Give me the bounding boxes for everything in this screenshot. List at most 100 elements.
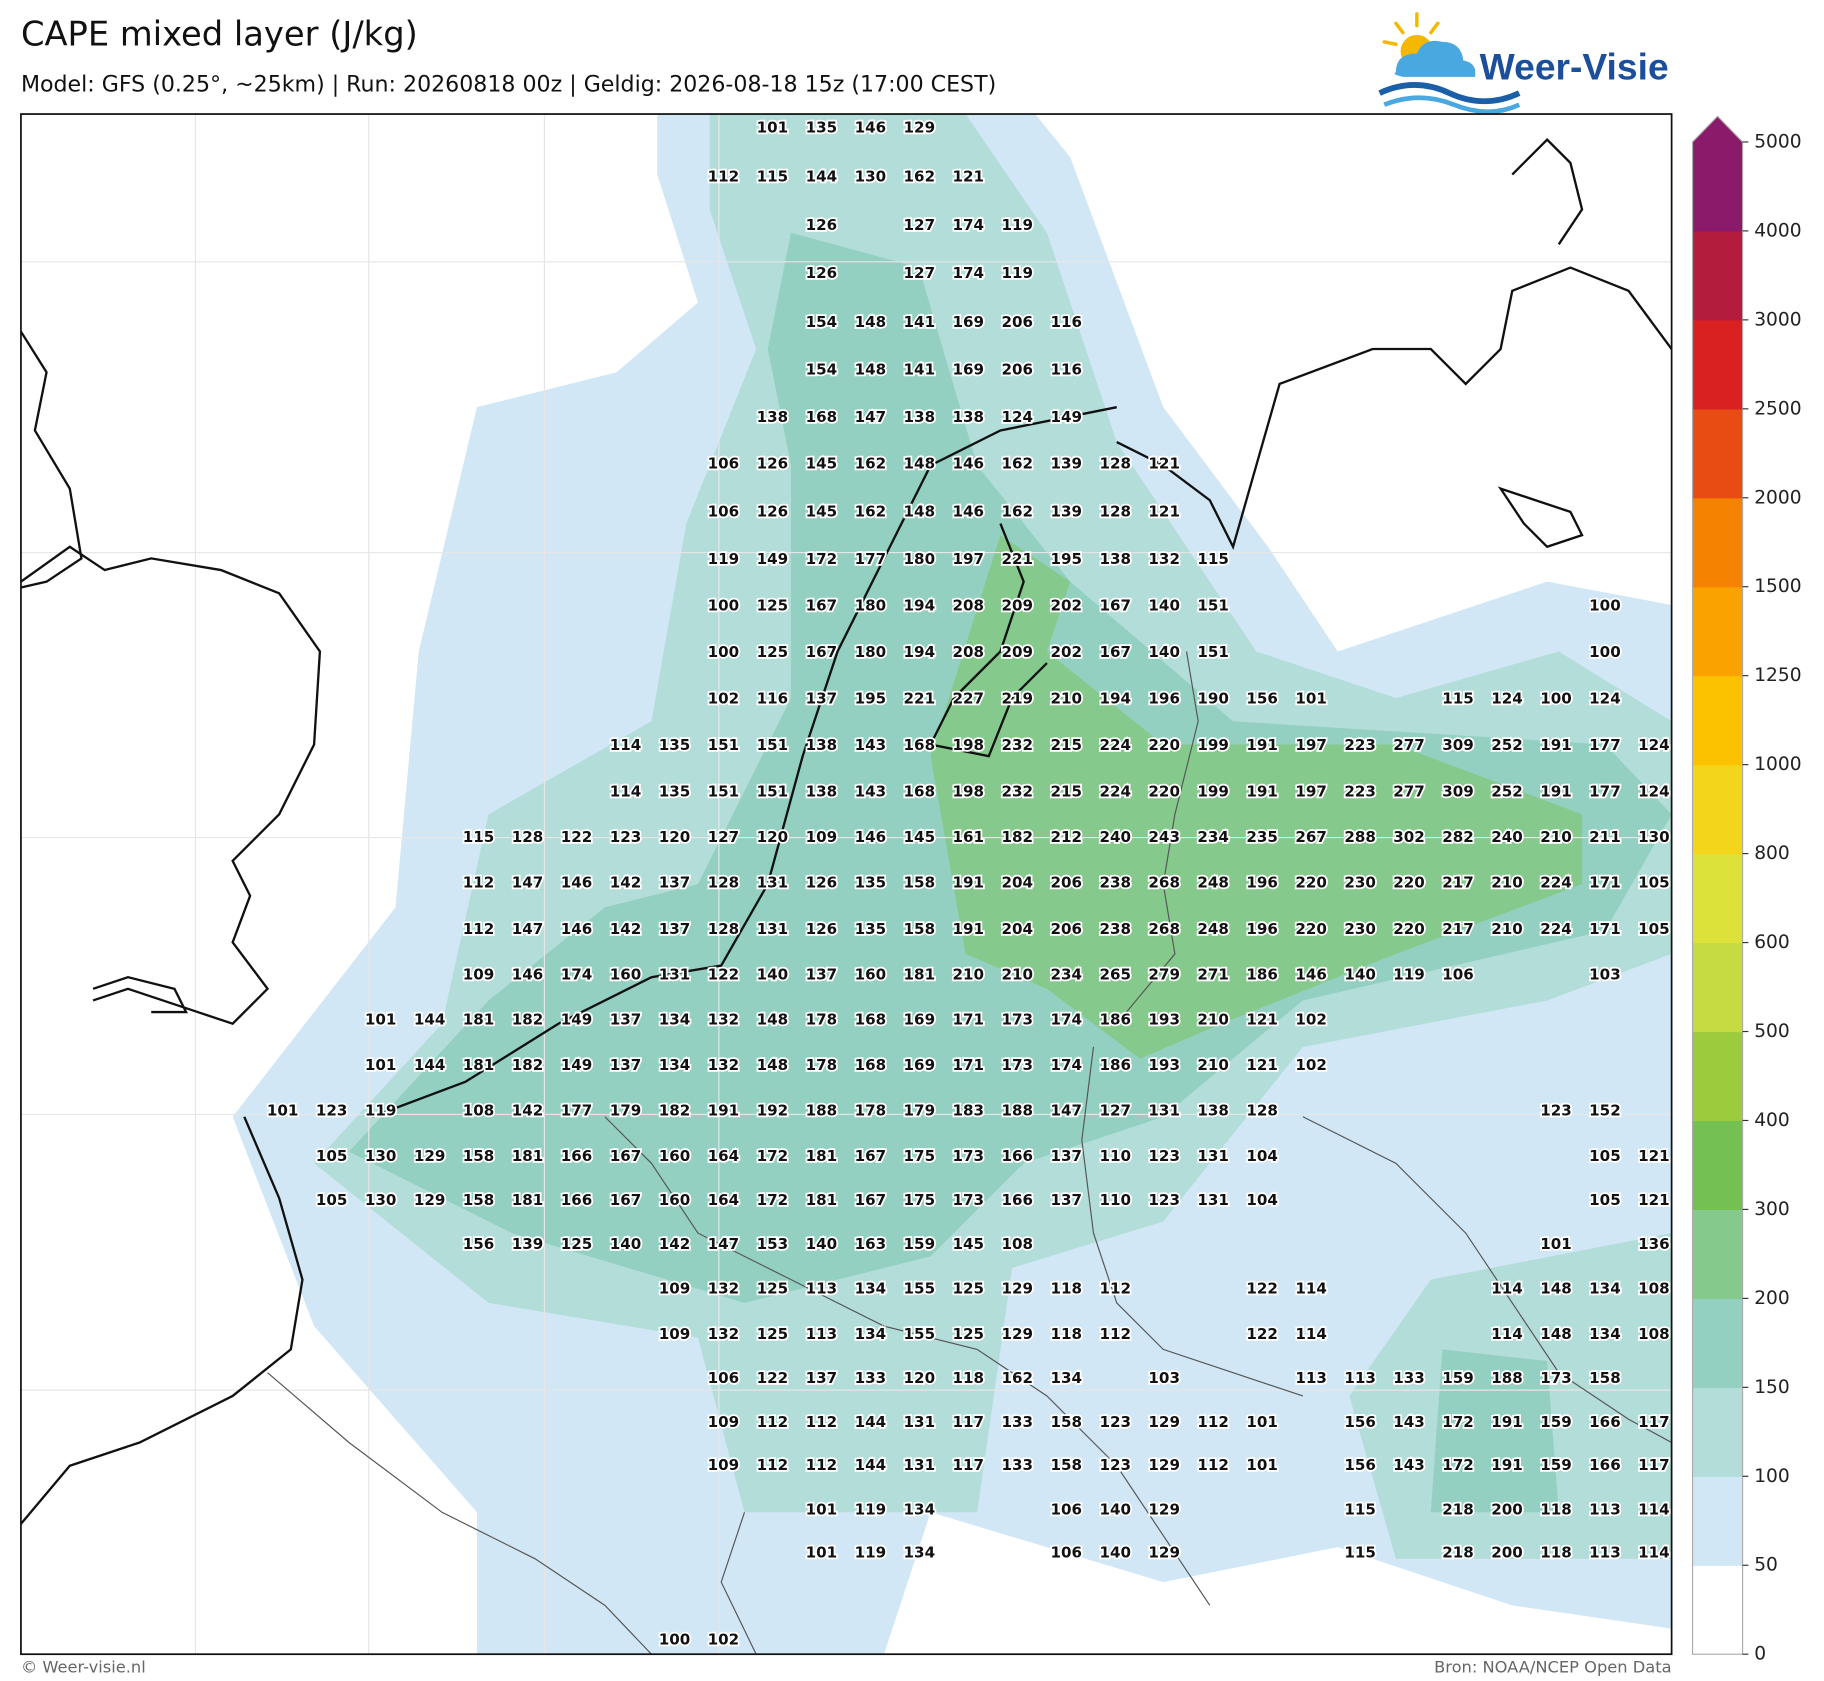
cape-value: 124	[1589, 690, 1621, 708]
cape-value: 121	[1246, 1056, 1278, 1074]
cape-value: 200	[1491, 1544, 1523, 1562]
cape-value: 137	[610, 1011, 642, 1029]
colorbar-segment	[1692, 141, 1743, 232]
cape-value: 208	[953, 643, 985, 661]
cape-value: 183	[953, 1101, 985, 1119]
cape-value: 125	[757, 597, 789, 615]
cape-value: 197	[1295, 783, 1327, 801]
cape-value: 131	[659, 965, 691, 983]
cape-value: 125	[953, 1279, 985, 1297]
cape-value: 120	[659, 828, 691, 846]
cape-value: 182	[512, 1011, 544, 1029]
cape-value: 127	[904, 216, 936, 234]
colorbar-label: 100	[1754, 1466, 1790, 1487]
cape-value: 218	[1442, 1500, 1474, 1518]
cape-value: 166	[1589, 1413, 1621, 1431]
cape-value: 209	[1002, 643, 1034, 661]
cape-value: 191	[1540, 783, 1572, 801]
cape-value: 106	[1050, 1544, 1082, 1562]
cape-value: 156	[463, 1235, 495, 1253]
cape-value: 164	[708, 1147, 740, 1165]
cape-value: 106	[708, 1369, 740, 1387]
cape-value: 135	[855, 920, 887, 938]
cape-value: 180	[855, 597, 887, 615]
cape-value: 181	[806, 1191, 838, 1209]
cape-value: 108	[1638, 1325, 1670, 1343]
cape-value: 149	[561, 1056, 593, 1074]
cape-value: 169	[904, 1011, 936, 1029]
cape-value: 144	[414, 1056, 446, 1074]
colorbar-segment	[1692, 230, 1743, 321]
cape-value: 114	[1638, 1500, 1670, 1518]
cape-value: 172	[806, 550, 838, 568]
cape-value: 140	[757, 965, 789, 983]
cape-value: 147	[512, 873, 544, 891]
cape-value: 101	[267, 1101, 299, 1119]
cape-value: 144	[414, 1011, 446, 1029]
cape-value: 138	[1099, 550, 1131, 568]
cape-value: 128	[1099, 502, 1131, 520]
colorbar-segment	[1692, 497, 1743, 588]
cape-value: 134	[1050, 1369, 1082, 1387]
cape-value: 144	[806, 167, 838, 185]
cape-value: 173	[953, 1147, 985, 1165]
cape-value: 134	[904, 1544, 936, 1562]
cape-value: 155	[904, 1279, 936, 1297]
cape-value: 240	[1099, 828, 1131, 846]
cape-value: 123	[316, 1101, 348, 1119]
cape-value: 168	[806, 408, 838, 426]
cape-value: 121	[953, 167, 985, 185]
cape-value: 147	[855, 408, 887, 426]
cape-value: 109	[708, 1456, 740, 1474]
cape-value: 120	[757, 828, 789, 846]
cape-value: 146	[953, 455, 985, 473]
cape-value: 115	[1197, 550, 1229, 568]
cape-value: 134	[855, 1325, 887, 1343]
cape-value: 162	[855, 455, 887, 473]
cape-value: 113	[1589, 1500, 1621, 1518]
cape-value: 137	[1050, 1191, 1082, 1209]
cape-value: 199	[1197, 783, 1229, 801]
colorbar-segment	[1692, 1120, 1743, 1211]
cape-value: 139	[512, 1235, 544, 1253]
cape-value: 115	[1344, 1544, 1376, 1562]
cape-value: 115	[463, 828, 495, 846]
cape-value: 126	[757, 502, 789, 520]
cape-value: 224	[1540, 920, 1572, 938]
colorbar-label: 2000	[1754, 487, 1801, 508]
cape-value: 227	[953, 690, 985, 708]
cape-value: 252	[1491, 736, 1523, 754]
cape-value: 114	[610, 783, 642, 801]
cape-value: 309	[1442, 783, 1474, 801]
cape-value: 119	[855, 1544, 887, 1562]
cape-value: 135	[806, 119, 838, 137]
cape-value: 267	[1295, 828, 1327, 846]
cape-value: 110	[1099, 1147, 1131, 1165]
cape-value: 265	[1099, 965, 1131, 983]
cape-value: 161	[953, 828, 985, 846]
cape-value: 220	[1295, 920, 1327, 938]
cape-value: 204	[1002, 873, 1034, 891]
cape-value: 102	[1295, 1056, 1327, 1074]
cape-value: 309	[1442, 736, 1474, 754]
cape-value: 132	[1148, 550, 1180, 568]
cape-value: 105	[316, 1191, 348, 1209]
cape-value: 182	[1002, 828, 1034, 846]
cape-value: 167	[855, 1191, 887, 1209]
cape-value: 112	[806, 1413, 838, 1431]
cape-value: 191	[708, 1101, 740, 1119]
cape-value: 105	[1638, 920, 1670, 938]
cape-value: 105	[1589, 1191, 1621, 1209]
cape-value: 127	[904, 264, 936, 282]
source: Bron: NOAA/NCEP Open Data	[1434, 1658, 1672, 1677]
cape-value: 101	[1246, 1413, 1278, 1431]
cape-value: 131	[904, 1413, 936, 1431]
cape-value: 130	[855, 167, 887, 185]
cape-value: 172	[1442, 1413, 1474, 1431]
cape-value: 129	[1148, 1544, 1180, 1562]
cape-value: 101	[1246, 1456, 1278, 1474]
cape-value: 148	[757, 1056, 789, 1074]
cape-value: 123	[1540, 1101, 1572, 1119]
cape-value: 103	[1148, 1369, 1180, 1387]
cape-value: 171	[953, 1056, 985, 1074]
